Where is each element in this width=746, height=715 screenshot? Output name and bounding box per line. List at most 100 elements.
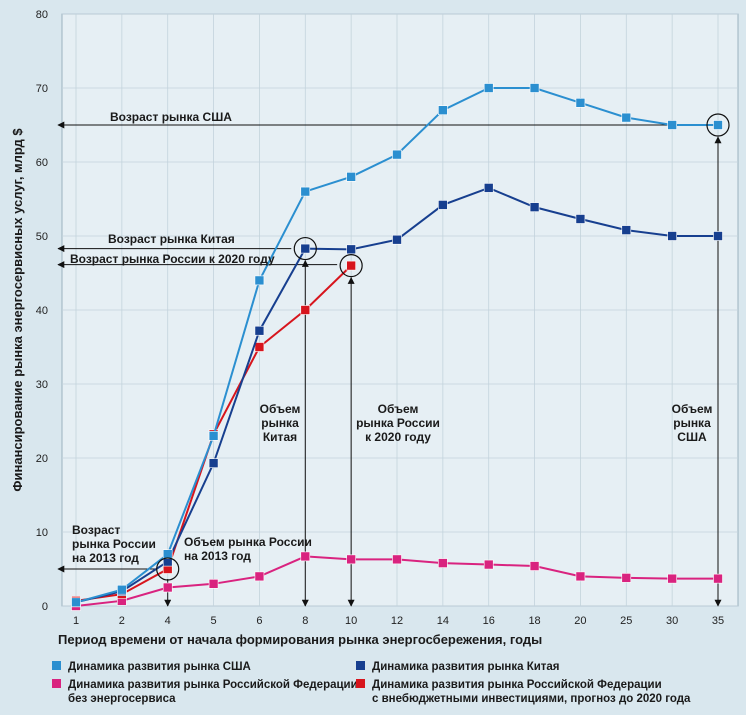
data-point [392,149,402,160]
data-point [529,83,540,93]
annotation-russia-age-2013: рынка России [72,537,156,551]
series-layer [71,83,730,611]
x-tick-label: 8 [302,615,308,627]
annotation-usa-volume: Объем [672,402,713,416]
y-axis-title: Финансирование рынка энергосервисных усл… [10,128,25,492]
y-tick-label: 80 [36,9,48,21]
x-tick-label: 30 [666,615,678,627]
legend-swatch [52,661,61,670]
highlight-circle [156,557,180,581]
data-point [300,305,311,315]
x-tick-label: 6 [256,615,262,627]
highlight-circle [706,113,730,137]
y-axis-ticks: 0 10 20 30 40 50 60 70 80 [36,9,48,613]
data-point [713,231,723,241]
data-point [483,83,494,93]
annotation-usa-age: Возраст рынка США [110,110,232,124]
data-point [575,214,586,224]
y-tick-label: 60 [36,157,48,169]
data-point [162,582,173,593]
annotation-russia-volume-2020: рынка России [356,416,440,430]
annotation-russia-volume-2020: Объем [378,402,419,416]
legend-label: Динамика развития рынка Китая [372,661,560,673]
x-tick-label: 2 [119,615,125,627]
data-point [300,243,311,254]
data-point [300,186,311,197]
data-point [162,549,173,560]
x-tick-label: 16 [483,615,495,627]
data-point [575,571,586,582]
data-point [529,202,540,212]
annotations: Возраст рынка США Возраст рынка Китая Возр… [70,110,712,565]
legend-label: Динамика развития рынка США [68,661,251,673]
annotation-china-volume: Объем [260,402,301,416]
data-point [667,120,677,130]
x-tick-label: 20 [574,615,586,627]
legend-label: Динамика развития рынка Российской Федер… [68,679,358,691]
annotation-usa-volume: рынка [673,416,711,430]
legend-label: с внебюджетными инвестициями, прогноз до… [372,693,691,705]
annotation-russia-volume-2013: Объем рынка России [184,535,312,549]
x-tick-label: 25 [620,615,632,627]
data-point [346,244,356,255]
data-point [208,458,219,468]
data-point [300,551,311,562]
annotation-russia-age-2020: Возраст рынка России к 2020 году [70,252,275,266]
data-point [346,172,356,182]
data-point [621,225,632,235]
legend-label: без энергосервиса [68,693,176,705]
data-point [346,554,356,565]
y-tick-label: 70 [36,83,48,95]
x-axis-title: Период времени от начала формирования ры… [58,632,542,647]
annotation-guides [57,121,722,607]
y-tick-label: 20 [36,453,48,465]
annotation-china-volume: Китая [263,430,297,444]
data-point [392,234,402,245]
y-tick-label: 10 [36,527,48,539]
data-point [575,98,586,108]
data-point [208,578,219,589]
data-point [529,561,540,571]
x-tick-label: 35 [712,615,724,627]
data-point [667,231,677,241]
annotation-russia-volume-2020: к 2020 году [365,430,431,444]
x-tick-label: 10 [345,615,357,627]
y-tick-label: 50 [36,231,48,243]
data-point [254,571,265,582]
annotation-russia-age-2013: на 2013 год [72,551,139,565]
data-point [483,183,494,193]
annotation-russia-volume-2013: на 2013 год [184,549,251,563]
data-point [208,430,219,441]
y-tick-label: 30 [36,379,48,391]
data-point [438,105,448,115]
data-point [483,559,494,570]
annotation-usa-volume: США [677,430,707,444]
legend-label: Динамика развития рынка Российской Федер… [372,679,662,691]
annotation-russia-age-2013: Возраст [72,523,120,537]
data-point [713,120,723,130]
x-axis-ticks: 1 2 4 5 6 8 10 12 14 16 18 20 25 30 35 [73,615,724,627]
x-tick-label: 18 [528,615,540,627]
x-tick-label: 1 [73,615,79,627]
data-point [713,573,723,584]
data-point [117,584,127,595]
data-point [254,325,265,336]
grid [62,13,738,607]
highlight-circle [339,254,363,278]
data-point [438,200,448,210]
annotation-china-volume: рынка [261,416,299,430]
x-tick-label: 14 [437,615,449,627]
x-tick-label: 4 [165,615,171,627]
highlight-circle [293,236,317,261]
y-tick-label: 40 [36,305,48,317]
legend-swatch [356,679,365,688]
data-point [254,342,265,352]
data-point [667,573,677,584]
legend: Динамика развития рынка США Динамика разв… [52,661,691,705]
data-point [71,597,81,608]
annotation-china-age: Возраст рынка Китая [108,232,235,246]
legend-swatch [356,661,365,670]
data-point [438,558,448,568]
legend-swatch [52,679,61,688]
